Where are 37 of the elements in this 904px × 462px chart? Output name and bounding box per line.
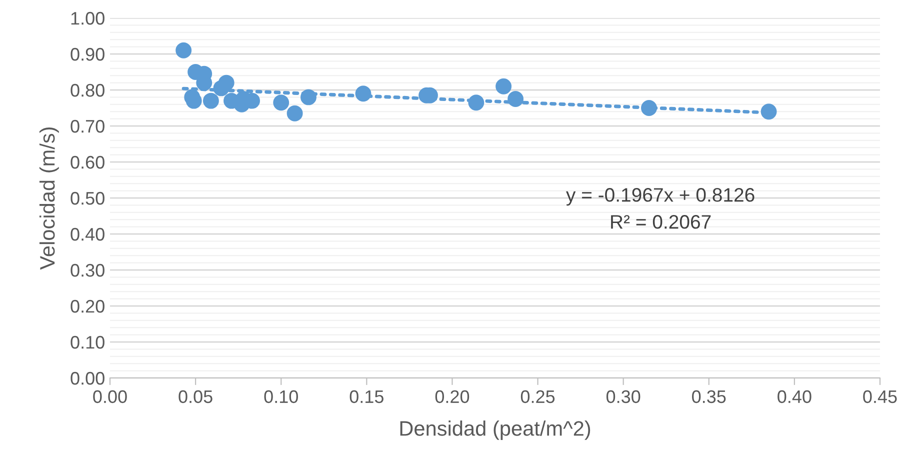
- point: [355, 86, 372, 102]
- point: [760, 104, 777, 120]
- x-tick-label: 0.35: [692, 390, 726, 404]
- x-tick-label: 0.05: [178, 390, 212, 404]
- y-tick-label: 0.50: [70, 192, 104, 205]
- annotation: y = -0.1967x + 0.8126: [566, 188, 754, 206]
- point: [202, 92, 219, 109]
- x-axis-title: Densidad (peat/m^2): [400, 420, 590, 440]
- x-tick-label: 0.20: [435, 390, 470, 404]
- x-tick-label: 0.15: [350, 390, 384, 404]
- point: [273, 94, 290, 111]
- y-tick-label: 0.20: [70, 300, 104, 313]
- y-tick-label: 0.00: [70, 372, 104, 385]
- y-tick-label: 0.80: [70, 84, 104, 97]
- x-tick-label: 0.10: [264, 390, 298, 404]
- point: [468, 94, 484, 111]
- point: [286, 105, 303, 122]
- point: [496, 78, 512, 94]
- y-tick-label: 0.30: [70, 264, 104, 277]
- y-tick-label: 0.70: [70, 120, 104, 133]
- y-tick-label: 0.10: [70, 336, 104, 349]
- y-tick-label: 0.40: [70, 228, 104, 241]
- x-tick-label: 0.45: [863, 390, 897, 404]
- point: [641, 100, 657, 116]
- y-tick-label: 0.90: [70, 48, 104, 61]
- point: [508, 91, 524, 107]
- point: [218, 74, 234, 91]
- annotation: R² = 0.2067: [611, 215, 711, 229]
- y-tick-label: 0.60: [70, 156, 104, 169]
- point: [176, 42, 192, 58]
- x-tick-label: 0.30: [606, 390, 640, 404]
- x-tick-label: 0.40: [778, 390, 812, 404]
- x-tick-label: 0.25: [520, 390, 555, 404]
- point: [300, 89, 316, 106]
- y-tick-label: 1.00: [71, 12, 104, 25]
- y-axis-title: Velocidad (m/s): [39, 128, 59, 270]
- x-tick-label: 0.00: [93, 390, 127, 404]
